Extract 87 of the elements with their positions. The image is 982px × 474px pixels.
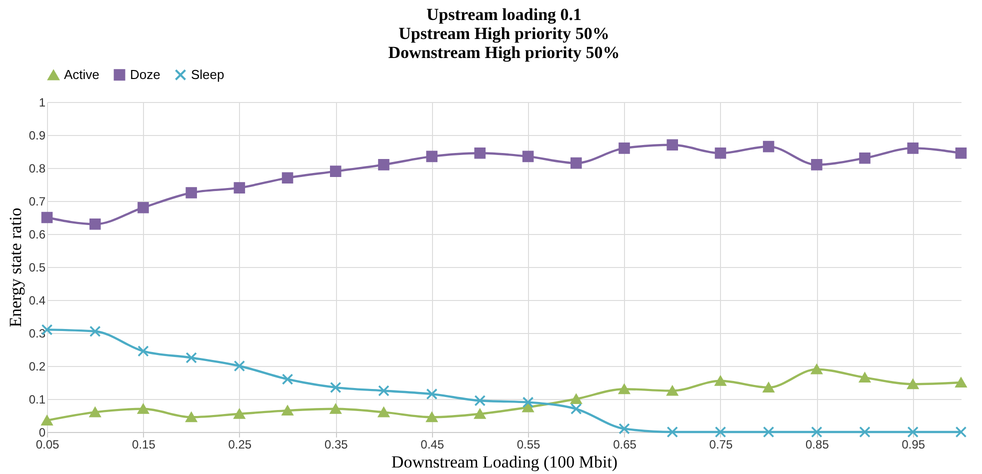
point [330,382,342,394]
y-tick-label: 0.1 [28,392,46,406]
x-tick-label: 0.25 [228,438,252,452]
point [907,142,919,154]
point [714,426,726,438]
point [762,426,774,438]
x-tick-label: 0.15 [132,438,156,452]
x-tick-label: 0.05 [36,438,60,452]
point [570,394,582,404]
legend-label: Doze [130,66,160,82]
point [282,374,294,385]
point [811,364,822,374]
point [762,382,774,392]
point [282,172,294,184]
point [138,404,149,414]
point [89,218,101,230]
point [41,415,53,426]
y-tick-label: 0.2 [28,360,46,374]
point [522,150,534,162]
point [89,326,101,337]
point [811,159,822,170]
point [666,426,678,438]
point [426,388,438,400]
x-tick-label: 0.95 [902,438,926,452]
point [811,426,822,438]
y-axis-title: Energy state ratio [6,208,25,328]
point [666,139,678,151]
point [330,404,342,414]
point [186,187,197,198]
x-tick-label: 0.35 [324,438,348,452]
point [41,212,53,224]
point [138,202,149,214]
x-tick-label: 0.75 [709,438,733,452]
point [330,166,342,177]
point [907,426,919,438]
point [618,423,630,434]
point [522,396,534,408]
point [234,360,246,372]
point [378,407,390,418]
point [426,150,438,162]
point [570,403,582,415]
y-tick-label: 0.4 [28,294,46,308]
y-tick-label: 1 [38,96,46,110]
y-tick-label: 0 [38,426,46,440]
point [186,352,197,364]
point [955,377,967,388]
point [426,412,438,422]
point [955,148,967,159]
point [378,385,390,396]
y-tick-label: 0.8 [28,162,46,176]
point [762,140,774,152]
y-tick-label: 0.9 [28,128,46,142]
point [907,379,919,390]
point [570,157,582,169]
point [859,372,870,383]
point [714,376,726,386]
point [186,412,197,422]
point [474,395,486,406]
x-tick-label: 0.85 [806,438,830,452]
point [955,426,967,438]
point [89,407,101,418]
x-tick-label: 0.45 [420,438,444,452]
point [234,408,246,419]
x-tick-label: 0.55 [516,438,541,452]
text: Downstream High priority 50% [388,43,620,62]
text: Upstream High priority 50% [398,24,610,43]
x-axis-title: Downstream Loading (100 Mbit) [391,452,618,472]
point [474,148,486,159]
y-tick-label: 0.7 [28,194,46,208]
point [522,402,534,412]
y-tick-label: 0.6 [28,228,46,242]
point [618,384,630,394]
point [666,386,678,396]
point [474,408,486,419]
point [234,182,246,194]
point [859,152,870,164]
legend-label: Sleep [191,66,224,82]
y-tick-label: 0.5 [28,260,46,274]
point [282,406,294,416]
point [378,159,390,170]
text: Upstream loading 0.1 [426,5,582,24]
point [618,142,630,154]
x-tick-label: 0.65 [613,438,637,452]
point [859,426,870,438]
point [714,148,726,159]
legend-label: Active [64,67,100,82]
point [138,346,149,357]
